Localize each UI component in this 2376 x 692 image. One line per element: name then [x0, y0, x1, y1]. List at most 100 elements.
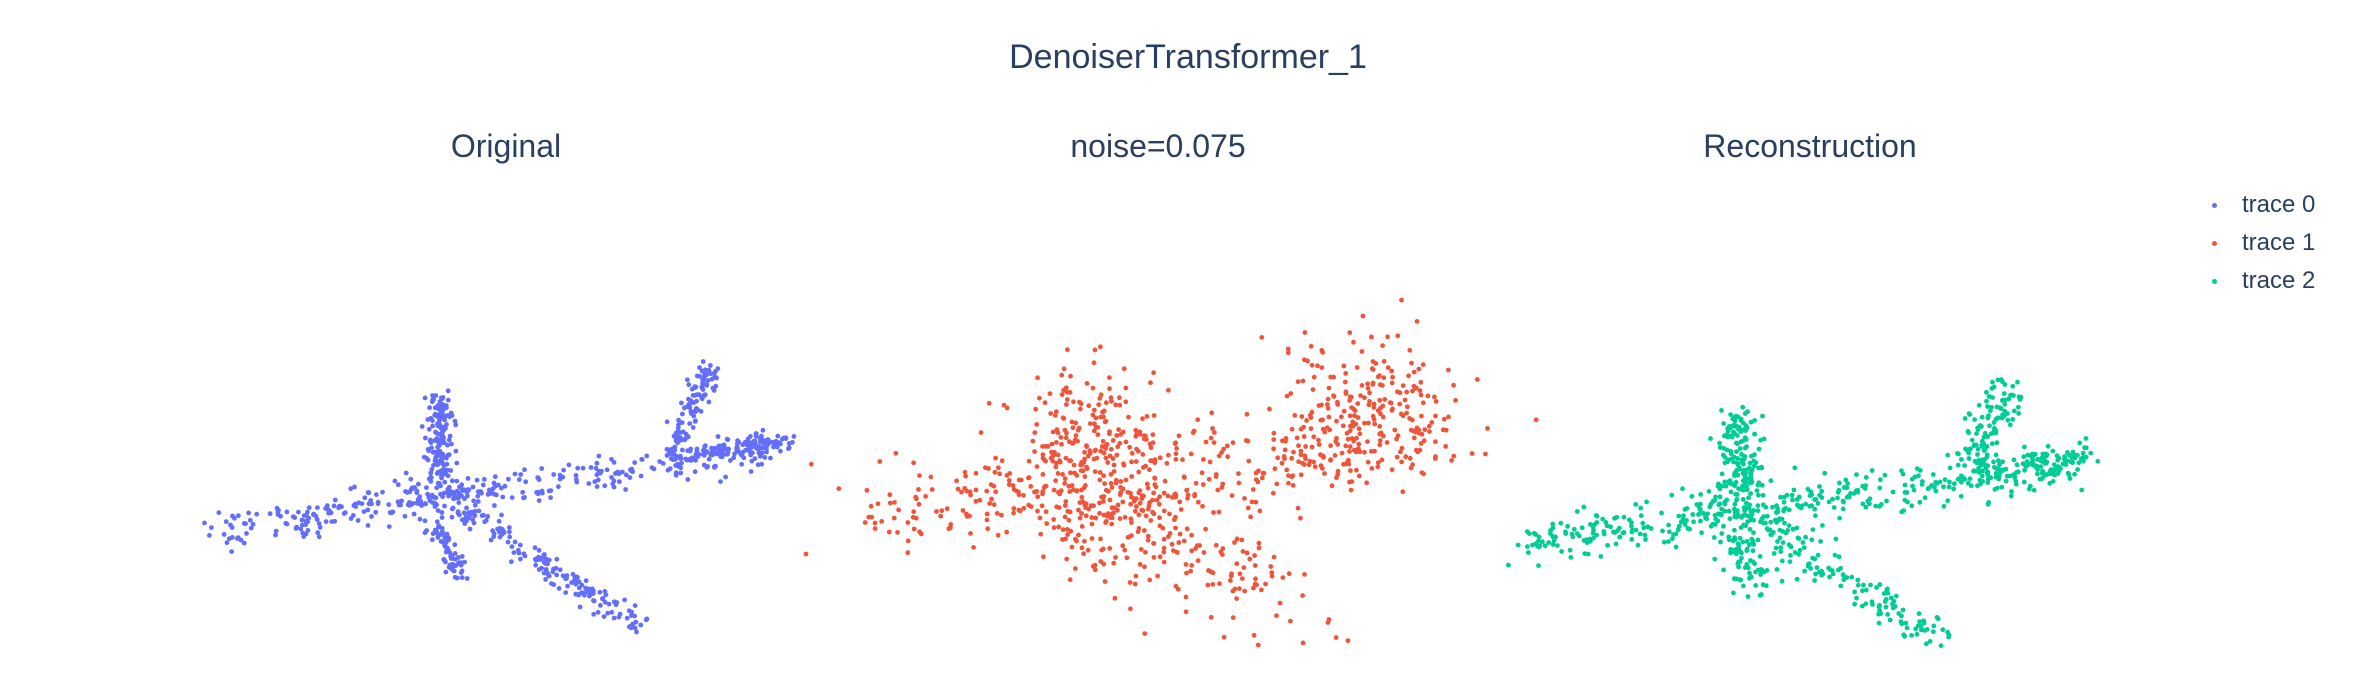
point-trace-2 — [2004, 473, 2010, 479]
point-trace-2 — [1722, 455, 1728, 460]
point-trace-1 — [1324, 425, 1330, 431]
point-trace-2 — [1841, 577, 1847, 583]
legend-item-trace-0[interactable]: trace 0 — [2190, 186, 2315, 224]
point-trace-0 — [748, 434, 753, 439]
point-trace-2 — [1539, 539, 1545, 545]
point-trace-1 — [1051, 517, 1057, 522]
point-trace-1 — [1115, 502, 1121, 508]
point-trace-0 — [539, 490, 545, 496]
point-trace-1 — [1355, 415, 1361, 420]
point-trace-0 — [373, 509, 379, 515]
point-trace-1 — [1067, 577, 1073, 583]
point-trace-0 — [439, 395, 444, 401]
point-trace-1 — [1143, 513, 1149, 519]
point-trace-2 — [1873, 503, 1879, 509]
point-trace-0 — [546, 488, 552, 494]
point-trace-2 — [1926, 485, 1932, 491]
point-trace-0 — [705, 378, 711, 383]
point-trace-0 — [439, 510, 445, 515]
point-trace-2 — [1878, 611, 1884, 616]
point-trace-0 — [706, 367, 712, 373]
point-trace-0 — [209, 525, 214, 530]
point-trace-2 — [2022, 444, 2027, 450]
point-trace-1 — [1289, 474, 1295, 480]
point-trace-1 — [1053, 409, 1059, 415]
point-trace-1 — [1420, 400, 1426, 406]
point-trace-2 — [1633, 502, 1639, 507]
point-trace-0 — [611, 599, 617, 605]
point-trace-0 — [760, 427, 766, 433]
point-trace-2 — [1661, 539, 1667, 545]
point-trace-1 — [1366, 402, 1372, 408]
point-trace-0 — [435, 508, 441, 513]
point-trace-0 — [689, 386, 695, 392]
point-trace-1 — [1098, 559, 1104, 564]
point-trace-0 — [470, 484, 476, 490]
point-trace-1 — [1371, 405, 1377, 410]
point-trace-1 — [987, 501, 993, 506]
point-trace-1 — [1200, 482, 1206, 487]
point-trace-2 — [2030, 457, 2036, 463]
point-trace-2 — [1506, 562, 1511, 568]
point-trace-2 — [1945, 452, 1951, 458]
point-trace-2 — [1760, 413, 1765, 419]
point-trace-2 — [1938, 643, 1944, 649]
point-trace-2 — [1571, 526, 1577, 532]
legend-item-trace-2[interactable]: trace 2 — [2190, 262, 2315, 300]
point-trace-0 — [432, 438, 438, 443]
point-trace-2 — [2037, 476, 2043, 482]
point-trace-0 — [786, 441, 792, 446]
point-trace-0 — [466, 515, 471, 521]
point-trace-1 — [1085, 547, 1091, 553]
point-trace-2 — [2050, 478, 2056, 484]
point-trace-1 — [1378, 411, 1383, 417]
point-trace-1 — [1161, 549, 1167, 555]
point-trace-2 — [2014, 462, 2020, 468]
point-trace-1 — [1372, 421, 1378, 427]
point-trace-2 — [1979, 442, 1985, 448]
point-trace-0 — [437, 448, 443, 454]
legend-item-trace-1[interactable]: trace 1 — [2190, 224, 2315, 262]
point-trace-2 — [1751, 542, 1757, 547]
point-trace-1 — [1211, 440, 1217, 445]
point-trace-1 — [1319, 402, 1324, 408]
point-trace-2 — [1786, 523, 1792, 529]
point-trace-1 — [1243, 438, 1249, 443]
point-trace-1 — [1261, 470, 1267, 476]
point-trace-0 — [622, 597, 627, 603]
legend-marker-trace-2 — [2211, 278, 2217, 284]
point-trace-0 — [298, 526, 304, 532]
point-trace-0 — [624, 615, 630, 621]
point-trace-1 — [1140, 452, 1146, 457]
point-trace-1 — [1331, 374, 1337, 380]
point-trace-2 — [1992, 426, 1997, 431]
point-trace-2 — [2047, 480, 2053, 486]
point-trace-0 — [688, 409, 694, 414]
point-trace-1 — [911, 460, 916, 466]
point-trace-0 — [616, 614, 622, 620]
point-trace-1 — [1166, 452, 1171, 458]
point-trace-1 — [1068, 470, 1073, 476]
point-trace-0 — [539, 565, 544, 571]
point-trace-1 — [1083, 501, 1088, 507]
point-trace-1 — [1026, 458, 1032, 464]
point-trace-0 — [522, 495, 527, 500]
scene-noisy[interactable] — [803, 297, 1539, 648]
point-trace-0 — [433, 454, 439, 460]
point-trace-2 — [1971, 443, 1977, 449]
point-trace-1 — [1133, 573, 1139, 579]
point-trace-2 — [1831, 505, 1837, 510]
point-trace-1 — [1142, 564, 1147, 570]
point-trace-1 — [1184, 487, 1190, 493]
scene-original[interactable] — [202, 359, 797, 635]
point-trace-1 — [1172, 441, 1178, 447]
point-trace-1 — [1420, 362, 1426, 367]
point-trace-0 — [431, 449, 437, 455]
point-trace-1 — [1173, 583, 1179, 589]
scene-reconstruction[interactable] — [1506, 377, 2101, 649]
point-trace-2 — [1818, 539, 1823, 544]
point-trace-2 — [1749, 511, 1755, 517]
point-trace-0 — [492, 474, 498, 480]
point-trace-1 — [1047, 391, 1053, 397]
